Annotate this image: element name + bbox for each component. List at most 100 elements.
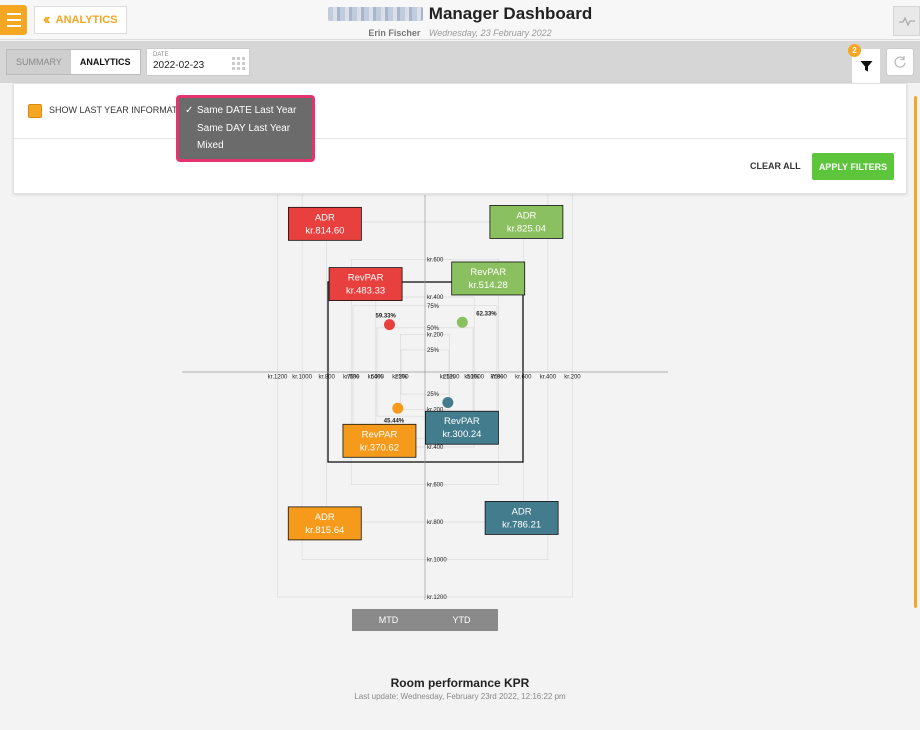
date-picker[interactable]: DATE 2022-02-23 [146, 48, 250, 76]
view-tabs: SUMMARY ANALYTICS [6, 49, 141, 75]
adr-value: kr.786.21 [502, 519, 541, 530]
occupancy-point-top_right [456, 316, 468, 328]
apply-filters-button[interactable]: APPLY FILTERS [812, 153, 894, 180]
hotel-name-redacted [327, 7, 423, 21]
x-pct-label: 75% [347, 375, 360, 381]
back-button-label: ANALYTICS [55, 14, 118, 26]
show-last-year-checkbox[interactable] [28, 104, 42, 118]
last-update: Last update: Wednesday, February 23rd 20… [354, 692, 566, 701]
revpar-value: kr.514.28 [469, 280, 508, 291]
x-tick-label: kr.1000 [292, 375, 312, 381]
x-tick-label: kr.400 [368, 375, 385, 381]
y-tick-label: kr.1000 [427, 558, 447, 564]
revpar-box-top_right [451, 261, 526, 296]
x-pct-label: 75% [491, 375, 504, 381]
hamburger-icon [6, 19, 21, 21]
chart-layer: kr.1200 kr.200 kr.1000 kr.400 kr.800 kr.600 kr… [182, 146, 668, 601]
hamburger-icon [6, 13, 21, 15]
x-tick-label: kr.1200 [268, 375, 288, 381]
adr-box-top_left [287, 206, 362, 241]
period-ytd[interactable]: YTD [452, 615, 471, 625]
double-chevron-left-icon: ‹‹ [43, 11, 50, 28]
activity-button[interactable] [893, 6, 920, 36]
y-pct-label: 75% [427, 304, 440, 310]
adr-box-bottom_left [287, 506, 362, 541]
x-tick-label: kr.600 [515, 375, 532, 381]
period-toggle: MTD YTD [352, 609, 498, 631]
occupancy-label-top_left: 59.33% [375, 314, 396, 320]
x-tick-label: kr.800 [491, 375, 508, 381]
pulse-icon [898, 16, 915, 26]
filter-panel: SHOW LAST YEAR INFORMATION CLEAR ALL APP… [13, 83, 907, 194]
x-tick-label: kr.800 [319, 375, 336, 381]
app-header: ‹‹ ANALYTICS Manager Dashboard Erin Fisc… [0, 0, 920, 40]
clear-all-button[interactable]: CLEAR ALL [750, 161, 801, 171]
option-label: Same DATE Last Year [197, 105, 297, 117]
y-tick-label: kr.400 [427, 295, 444, 301]
y-tick-label: kr.200 [427, 333, 444, 339]
title-block: Manager Dashboard Erin Fischer Wednesday… [0, 4, 920, 38]
date-value: 2022-02-23 [153, 60, 205, 71]
last-year-mode-dropdown: ✓ Same DATE Last Year Same DAY Last Year… [176, 95, 315, 162]
x-pct-label: 50% [371, 375, 384, 381]
y-tick-label: kr.200 [427, 408, 444, 414]
period-mtd[interactable]: MTD [378, 615, 399, 625]
option-mixed[interactable]: Mixed [185, 137, 306, 155]
revpar-label: RevPAR [362, 429, 398, 440]
y-pct-label: 25% [427, 348, 440, 354]
y-pct-label: 50% [427, 326, 440, 332]
chart-title: Room performance KPR [390, 676, 530, 690]
calendar-grid-icon [232, 57, 245, 70]
adr-label: ADR [315, 212, 335, 223]
back-button[interactable]: ‹‹ ANALYTICS [34, 6, 127, 34]
occupancy-point-bottom_left [392, 402, 404, 414]
tab-analytics[interactable]: ANALYTICS [70, 50, 140, 74]
option-label: Same DAY Last Year [197, 122, 291, 134]
user-name: Erin Fischer [368, 28, 421, 38]
refresh-button[interactable] [886, 48, 914, 76]
adr-label: ADR [512, 506, 532, 517]
x-tick-label: kr.1000 [464, 375, 484, 381]
revpar-box-bottom_left [342, 423, 417, 458]
revpar-value: kr.300.24 [442, 429, 481, 440]
show-last-year-label: SHOW LAST YEAR INFORMATION [49, 105, 194, 115]
x-pct-label: 25% [443, 375, 456, 381]
option-label: Mixed [197, 140, 224, 152]
checkmark-icon: ✓ [185, 105, 194, 117]
adr-value: kr.825.04 [507, 223, 546, 234]
revpar-label: RevPAR [348, 273, 384, 284]
x-tick-label: kr.200 [564, 375, 581, 381]
x-tick-label: kr.200 [392, 375, 409, 381]
x-tick-label: kr.600 [343, 375, 360, 381]
hamburger-icon [6, 25, 21, 27]
x-pct-label: 25% [395, 375, 408, 381]
filter-count-badge: 2 [848, 44, 861, 57]
x-tick-label: kr.400 [540, 375, 557, 381]
occupancy-point-bottom_right [442, 396, 454, 408]
occupancy-label-bottom_left: 45.44% [384, 418, 405, 424]
y-tick-label: kr.600 [427, 258, 444, 264]
y-tick-label: kr.600 [427, 483, 444, 489]
header-date: Wednesday, 23 February 2022 [428, 28, 552, 38]
panel-divider [14, 138, 906, 139]
adr-label: ADR [516, 210, 536, 221]
adr-box-bottom_right [484, 501, 559, 535]
tab-summary[interactable]: SUMMARY [16, 57, 62, 67]
date-label: DATE [153, 52, 169, 58]
option-same-day-last-year[interactable]: Same DAY Last Year [185, 120, 306, 138]
occupancy-label-top_right: 62.33% [476, 311, 497, 317]
filter-icon [860, 60, 872, 71]
occupancy-point-top_left [383, 319, 395, 331]
x-tick-label: kr.1200 [440, 375, 460, 381]
toolbar: SUMMARY ANALYTICS DATE 2022-02-23 [0, 41, 920, 83]
revpar-box-bottom_right [424, 410, 499, 445]
revpar-label: RevPAR [444, 416, 480, 427]
revpar-label: RevPAR [470, 267, 506, 278]
scrollbar[interactable] [914, 96, 917, 608]
refresh-icon [894, 56, 906, 68]
menu-button[interactable] [0, 5, 27, 35]
revpar-value: kr.370.62 [360, 442, 399, 453]
option-same-date-last-year[interactable]: ✓ Same DATE Last Year [185, 102, 306, 120]
y-tick-label: kr.400 [427, 445, 444, 451]
